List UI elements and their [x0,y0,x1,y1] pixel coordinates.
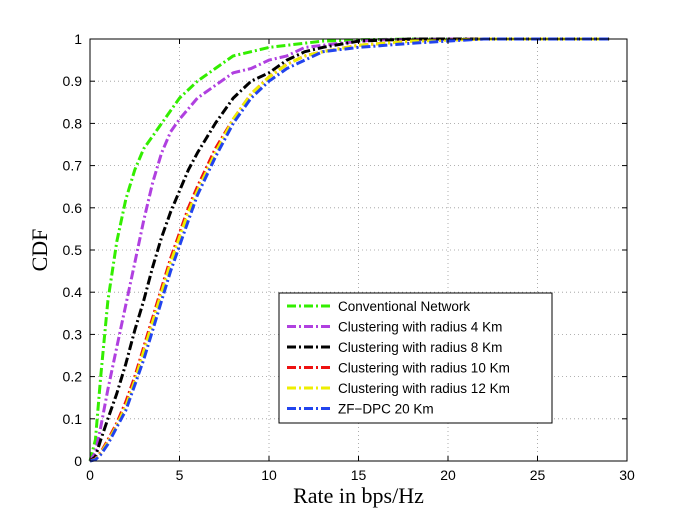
x-tick-label: 15 [351,467,367,483]
y-tick-label: 0.4 [63,284,83,300]
series-line-0 [88,37,592,462]
y-tick-label: 0.8 [63,115,83,131]
y-tick-label: 0.1 [63,411,83,427]
y-tick-label: 0.2 [63,369,83,385]
legend-box [278,292,553,424]
series-line-1 [88,37,592,462]
x-axis-title: Rate in bps/Hz [293,483,424,508]
legend-label: Clustering with radius 12 Km [338,381,510,396]
legend-label: Clustering with radius 8 Km [338,340,502,355]
legend-label: Clustering with radius 4 Km [338,320,502,335]
legend-label: Clustering with radius 10 Km [338,361,510,376]
x-tick-label: 25 [530,467,546,483]
x-tick-label: 30 [619,467,635,483]
legend-label: ZF−DPC 20 Km [338,402,434,417]
x-tick-label: 0 [86,467,94,483]
y-tick-label: 0.7 [63,158,83,174]
legend: Conventional Network Clustering with radi… [278,292,553,424]
y-tick-label: 0.5 [63,242,83,258]
y-tick-label: 1 [74,31,82,47]
axis-ticks: 0 5 10 15 20 25 30 0 0.1 0.2 0.3 0.4 0.5 0.6 0.7 0.8 0.9… [63,31,635,483]
x-tick-label: 20 [440,467,456,483]
x-tick-label: 5 [176,467,184,483]
series-lines [88,37,610,463]
y-tick-label: 0.6 [63,200,83,216]
y-axis-title: CDF [27,229,52,272]
y-tick-label: 0 [74,453,82,469]
legend-label: Conventional Network [338,299,470,314]
y-tick-label: 0.9 [63,73,83,89]
series-line-5 [89,37,610,463]
y-tick-label: 0.3 [63,326,83,342]
x-tick-label: 10 [261,467,277,483]
series-line-2 [89,37,610,463]
